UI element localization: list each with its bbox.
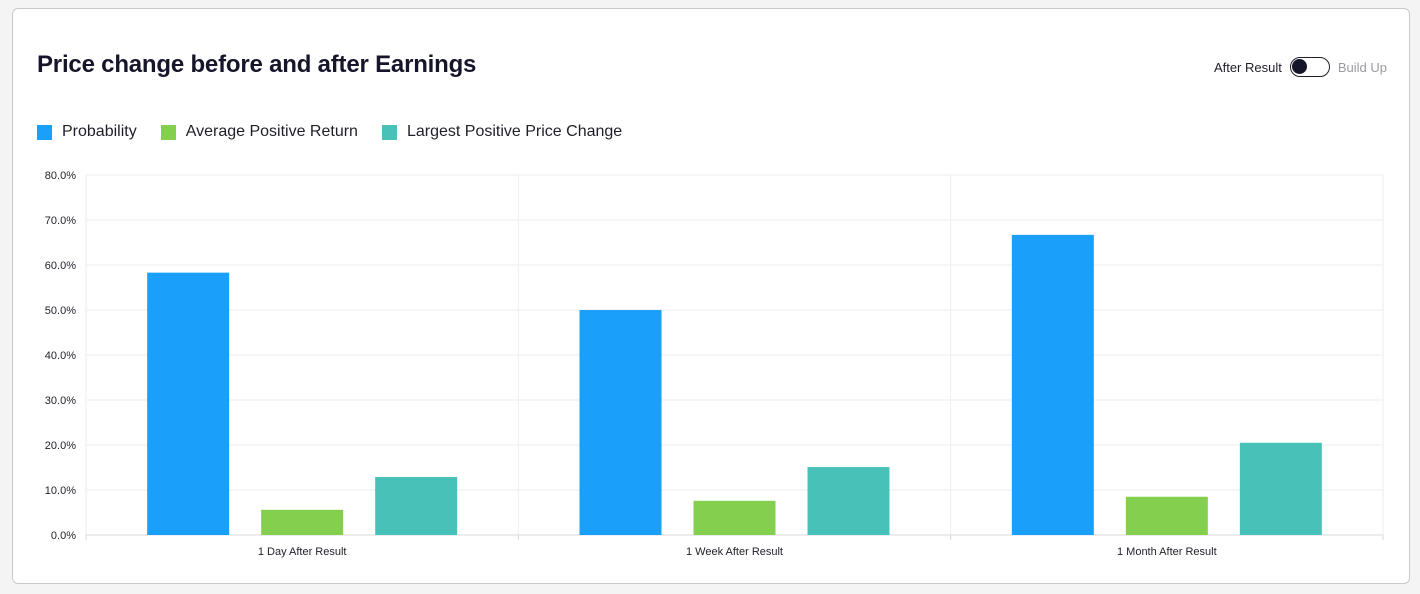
y-tick-label: 10.0% bbox=[45, 485, 76, 497]
after-result-label[interactable]: After Result bbox=[1213, 59, 1282, 75]
bar-probability bbox=[1011, 234, 1094, 535]
x-tick-label: 1 Day After Result bbox=[258, 546, 347, 558]
after-result-build-up-switch[interactable] bbox=[1289, 57, 1330, 77]
legend-item-probability[interactable]: Probability bbox=[37, 123, 137, 141]
legend-swatch-largest-positive-price-change bbox=[381, 124, 397, 140]
y-tick-label: 80.0% bbox=[45, 170, 76, 182]
y-tick-label: 70.0% bbox=[45, 215, 76, 227]
switch-knob bbox=[1291, 59, 1307, 74]
y-tick-label: 20.0% bbox=[45, 440, 76, 452]
bar-largest-positive-price-change bbox=[1239, 442, 1322, 535]
bar-largest-positive-price-change bbox=[807, 467, 890, 535]
legend-item-average-positive-return[interactable]: Average Positive Return bbox=[160, 123, 358, 141]
bar-average-positive-return bbox=[693, 500, 776, 535]
legend-label-average-positive-return: Average Positive Return bbox=[185, 123, 358, 140]
chart-legend: Probability Average Positive Return Larg… bbox=[37, 123, 622, 141]
x-tick-label: 1 Month After Result bbox=[1117, 546, 1217, 558]
x-tick-label: 1 Week After Result bbox=[686, 546, 783, 558]
bar-average-positive-return bbox=[261, 509, 344, 535]
bar-chart: 0.0% 10.0% 20.0% 30.0% 40.0% 50.0% 60.0% 70.0% 8… bbox=[45, 170, 1384, 558]
bar-average-positive-return bbox=[1125, 496, 1208, 535]
legend-item-largest-positive-price-change[interactable]: Largest Positive Price Change bbox=[381, 123, 623, 141]
y-tick-label: 30.0% bbox=[45, 395, 76, 407]
view-toggle: After Result Build Up bbox=[1214, 57, 1387, 77]
legend-label-largest-positive-price-change: Largest Positive Price Change bbox=[406, 123, 623, 140]
bar-largest-positive-price-change bbox=[375, 476, 458, 535]
y-tick-label: 0.0% bbox=[51, 530, 76, 542]
legend-swatch-average-positive-return bbox=[160, 124, 176, 140]
chart-title: Price change before and after Earnings bbox=[37, 51, 477, 78]
build-up-label[interactable]: Build Up bbox=[1337, 59, 1387, 75]
legend-label-probability: Probability bbox=[62, 123, 137, 140]
chart-card: Price change before and after Earnings A… bbox=[12, 8, 1410, 584]
legend-swatch-probability bbox=[37, 124, 52, 140]
y-tick-label: 40.0% bbox=[45, 350, 76, 362]
bar-probability bbox=[579, 310, 662, 535]
bar-probability bbox=[147, 272, 230, 535]
y-tick-label: 60.0% bbox=[45, 260, 76, 272]
y-tick-label: 50.0% bbox=[45, 305, 76, 317]
